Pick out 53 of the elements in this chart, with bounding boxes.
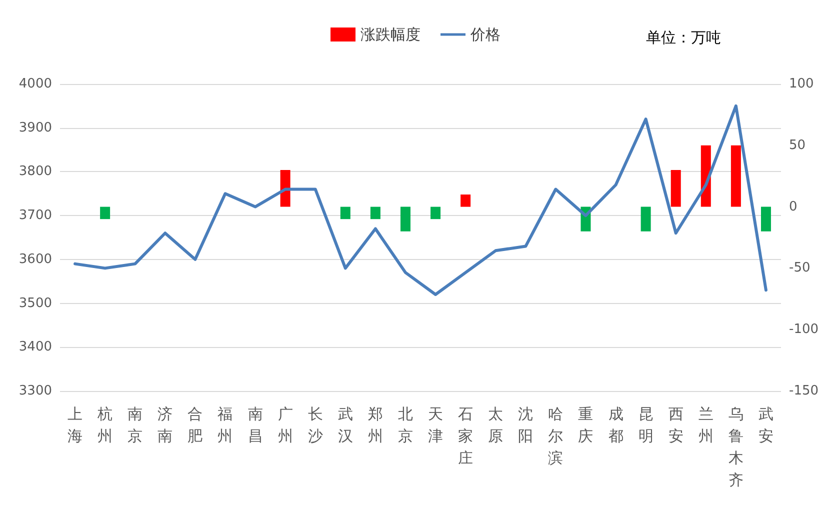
y-tick-label: 3800 (18, 164, 52, 180)
x-tick-label: 长沙 (308, 405, 323, 445)
x-tick-label: 广州 (278, 405, 293, 445)
bar (670, 170, 681, 207)
x-tick-label: 济南 (158, 405, 173, 445)
bar (280, 170, 290, 207)
bar (400, 206, 410, 232)
y-tick-label: 3700 (18, 208, 52, 224)
y-tick-label: 3900 (18, 120, 52, 136)
text: 单位：万吨 (646, 28, 721, 46)
bar (640, 206, 651, 232)
line-series (74, 104, 768, 296)
x-tick-label: 北京 (398, 405, 413, 445)
bar (460, 194, 471, 207)
y2-tick-label: 100 (789, 76, 814, 92)
y-tick-label: 3500 (18, 296, 52, 311)
legend-label: 涨跌幅度 (360, 26, 420, 44)
y-tick-label: 3300 (18, 384, 52, 398)
y2-tick-label: -150 (789, 384, 819, 398)
x-tick-label: 沈阳 (518, 405, 534, 445)
bar (730, 145, 741, 207)
x-tick-label: 天津 (428, 405, 444, 445)
x-tick-label: 上海 (68, 405, 83, 445)
x-tick-label: 福州 (218, 405, 233, 445)
x-tick-label: 合肥 (188, 405, 203, 445)
y2-tick-label: -100 (789, 322, 819, 338)
x-tick-label: 成都 (608, 405, 624, 445)
y-tick-label: 4000 (18, 76, 52, 92)
y2-tick-label: 0 (789, 199, 798, 214)
y-tick-label: 3600 (18, 252, 52, 267)
x-tick-label: 兰州 (698, 405, 714, 445)
y2-tick-label: 50 (789, 138, 806, 153)
legend-label: 价格 (470, 26, 500, 44)
bar (760, 206, 771, 232)
bar (340, 206, 350, 220)
x-tick-label: 郑州 (368, 405, 383, 445)
x-tick-label: 武安 (758, 405, 774, 445)
x-tick-label: 南京 (128, 405, 143, 445)
bar (370, 206, 380, 220)
bar (100, 206, 110, 220)
x-tick-label: 乌鲁木齐 (728, 405, 744, 489)
x-tick-label: 昆明 (638, 405, 654, 445)
x-tick-label: 南昌 (248, 405, 263, 445)
bar (430, 206, 441, 220)
x-tick-label: 西安 (668, 405, 684, 445)
x-tick-label: 武汉 (338, 405, 353, 445)
x-tick-label: 重庆 (578, 405, 594, 445)
x-tick-label: 哈尔滨 (548, 405, 564, 467)
y-tick-label: 3400 (18, 340, 52, 355)
x-tick-label: 太原 (488, 405, 504, 445)
x-tick-label: 石家庄 (458, 405, 474, 467)
y2-tick-label: -50 (789, 260, 810, 276)
x-tick-label: 杭州 (96, 405, 113, 445)
